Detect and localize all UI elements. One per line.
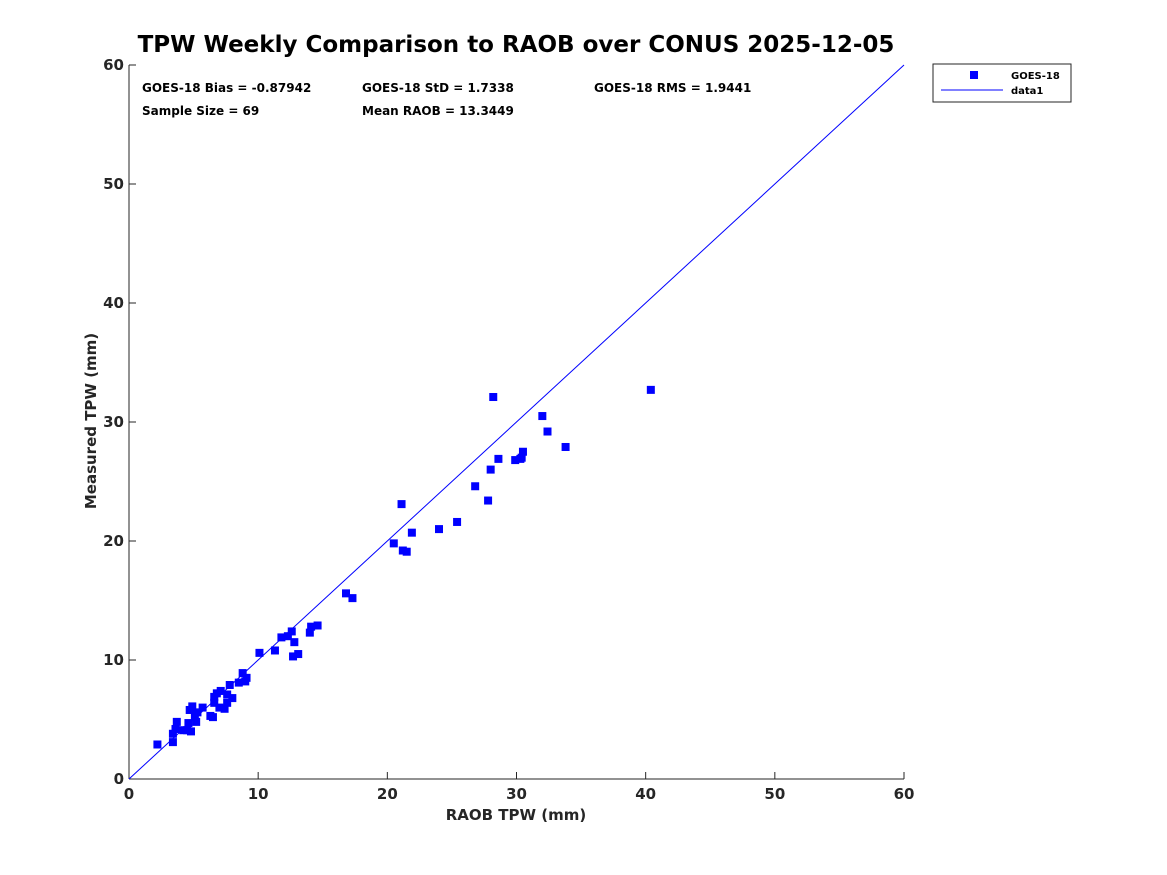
data-point: [471, 482, 480, 491]
data-point: [198, 703, 207, 712]
data-point: [518, 447, 527, 456]
data-point: [402, 547, 411, 556]
legend-marker-swatch: [970, 71, 978, 79]
stat-mean-raob: Mean RAOB = 13.3449: [362, 104, 514, 118]
stat-sample-size: Sample Size = 69: [142, 104, 260, 118]
data-point: [486, 465, 495, 474]
data-point: [489, 393, 498, 402]
x-tick-label: 50: [764, 785, 785, 803]
data-point: [283, 632, 292, 641]
data-point: [242, 673, 251, 682]
data-point: [193, 708, 202, 717]
data-point: [215, 703, 224, 712]
legend-box: [932, 63, 1072, 103]
data-point: [646, 385, 655, 394]
data-point: [168, 729, 177, 738]
x-tick-label: 0: [124, 785, 134, 803]
data-point: [190, 713, 199, 722]
legend-label: GOES-18: [1011, 71, 1060, 82]
data-point: [453, 517, 462, 526]
data-point: [294, 650, 303, 659]
legend-label: data1: [1011, 86, 1043, 97]
data-point: [192, 717, 201, 726]
x-tick-label: 10: [248, 785, 269, 803]
y-tick-label: 10: [103, 651, 124, 669]
y-tick-label: 60: [103, 56, 124, 74]
data-point: [171, 725, 180, 734]
data-point: [228, 694, 237, 703]
data-point: [225, 680, 234, 689]
x-tick-label: 30: [506, 785, 527, 803]
stat-std: GOES-18 StD = 1.7338: [362, 81, 514, 95]
data-point: [494, 454, 503, 463]
data-point: [208, 713, 217, 722]
data-point: [305, 628, 314, 637]
data-point: [538, 412, 547, 421]
data-point: [484, 496, 493, 505]
chart-title: TPW Weekly Comparison to RAOB over CONUS…: [138, 32, 895, 58]
data-point: [313, 621, 322, 630]
x-tick-label: 60: [894, 785, 915, 803]
data-point: [223, 698, 232, 707]
y-axis-label: Measured TPW (mm): [82, 333, 100, 509]
data-point: [307, 622, 316, 631]
data-point: [210, 698, 219, 707]
x-axis-label: RAOB TPW (mm): [446, 806, 587, 824]
y-tick-label: 40: [103, 294, 124, 312]
data-point: [287, 627, 296, 636]
data-point: [389, 539, 398, 548]
legend: GOES-18 data1: [932, 63, 1072, 103]
data-point: [561, 442, 570, 451]
data-point: [188, 702, 197, 711]
data-point: [543, 427, 552, 436]
y-tick-label: 20: [103, 532, 124, 550]
x-tick-label: 40: [635, 785, 656, 803]
data-point: [348, 594, 357, 603]
data-point: [270, 646, 279, 655]
data-point: [289, 652, 298, 661]
data-point: [255, 648, 264, 657]
data-point: [435, 525, 443, 534]
y-tick-label: 0: [114, 770, 124, 788]
x-tick-label: 20: [377, 785, 398, 803]
data-point: [187, 727, 195, 736]
stat-bias: GOES-18 Bias = -0.87942: [142, 81, 312, 95]
data-point: [216, 686, 225, 695]
data-point: [223, 690, 232, 699]
data-point: [220, 704, 229, 713]
data-point: [290, 638, 299, 647]
data-point: [342, 589, 350, 598]
y-tick-label: 50: [103, 175, 124, 193]
data-point: [168, 738, 177, 747]
data-point: [277, 633, 286, 642]
data-point: [517, 453, 526, 462]
series-line-data1: [128, 64, 905, 780]
data-point: [407, 528, 416, 537]
data-point: [238, 669, 247, 678]
data-point: [153, 740, 162, 749]
data-point: [397, 500, 406, 509]
y-tick-label: 30: [103, 413, 124, 431]
data-point: [184, 719, 193, 728]
data-point: [172, 717, 181, 726]
data-point: [234, 678, 243, 687]
plot-area: 0 10 20 30 40 50 60 0 10 20 30 40 50 60: [103, 56, 914, 803]
data-point: [511, 456, 520, 465]
stat-rms: GOES-18 RMS = 1.9441: [594, 81, 752, 95]
